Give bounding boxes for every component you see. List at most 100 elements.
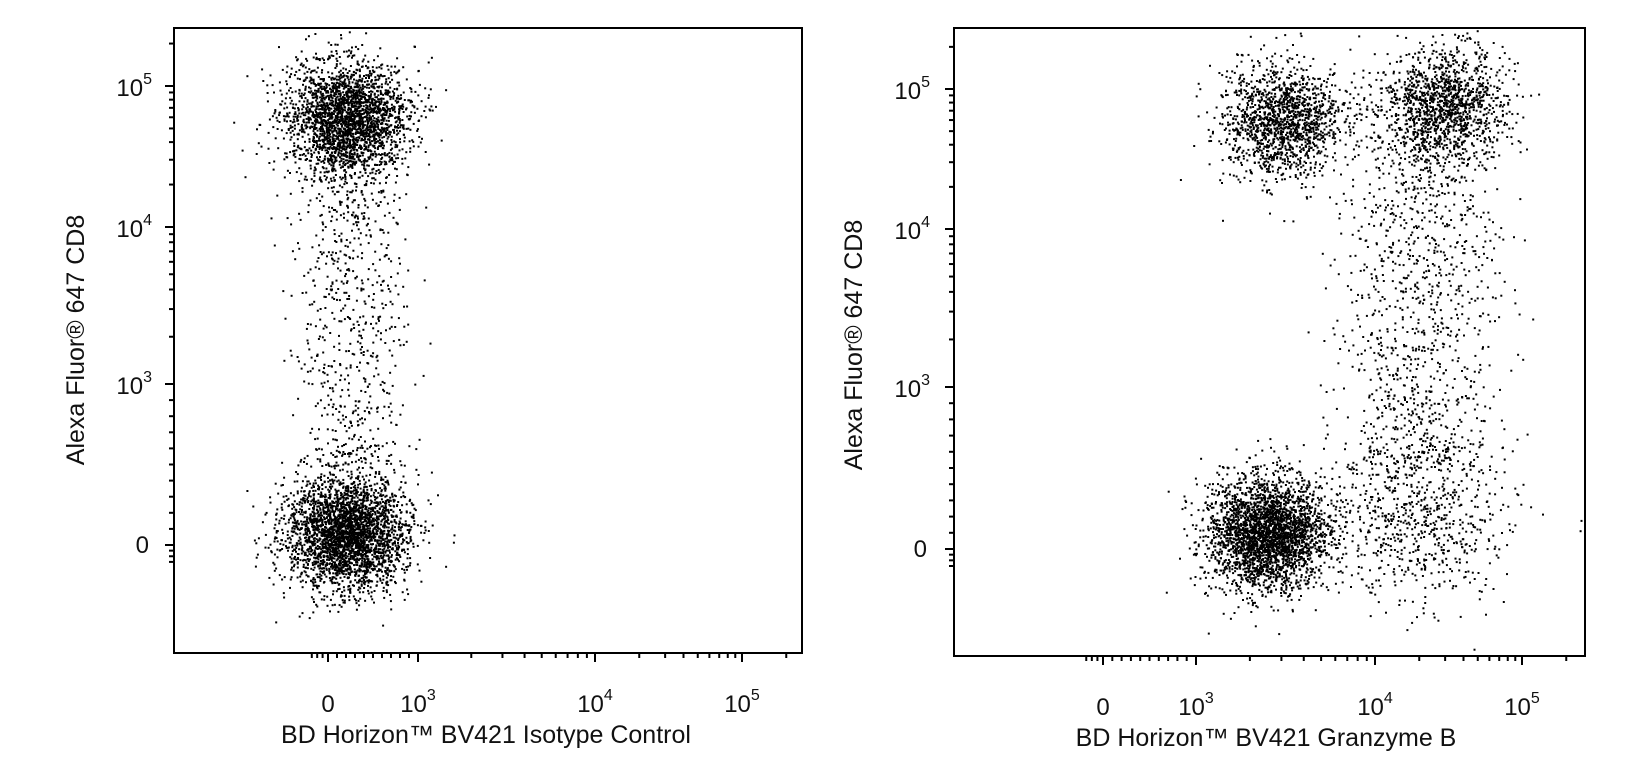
scatter-point	[367, 146, 370, 149]
scatter-point	[325, 91, 328, 94]
scatter-point	[385, 78, 388, 81]
scatter-point	[307, 152, 310, 155]
scatter-point	[374, 513, 377, 516]
scatter-point	[373, 138, 376, 141]
scatter-point	[359, 587, 362, 590]
scatter-point	[339, 156, 341, 159]
scatter-point	[333, 465, 336, 468]
scatter-point	[358, 127, 360, 130]
scatter-point	[316, 541, 319, 543]
scatter-point	[347, 133, 350, 136]
scatter-point	[351, 157, 354, 160]
scatter-point	[333, 179, 336, 182]
scatter-point	[342, 127, 345, 130]
scatter-point	[346, 555, 349, 558]
scatter-point	[345, 497, 348, 500]
scatter-point	[309, 268, 312, 271]
scatter-point	[290, 553, 293, 556]
scatter-point	[293, 133, 296, 136]
scatter-point	[328, 162, 331, 165]
scatter-point	[351, 124, 354, 127]
scatter-point	[338, 104, 341, 107]
scatter-point	[367, 112, 370, 115]
scatter-point	[358, 68, 361, 71]
scatter-point	[413, 105, 416, 108]
scatter-point	[294, 161, 297, 164]
scatter-point	[336, 85, 339, 88]
scatter-point	[308, 138, 311, 141]
scatter-point	[316, 135, 319, 138]
scatter-point	[324, 178, 327, 181]
scatter-point	[375, 110, 378, 113]
scatter-point	[383, 596, 386, 599]
scatter-point	[298, 88, 301, 91]
scatter-point	[278, 111, 281, 114]
scatter-point	[384, 512, 387, 515]
scatter-point	[356, 581, 358, 584]
scatter-point	[302, 83, 304, 86]
scatter-point	[348, 526, 351, 529]
scatter-point	[359, 342, 362, 345]
scatter-point	[359, 316, 362, 319]
scatter-point	[387, 288, 390, 290]
scatter-point	[391, 158, 394, 161]
scatter-point	[382, 578, 385, 581]
scatter-point	[307, 35, 310, 38]
scatter-point	[362, 133, 365, 136]
scatter-point	[309, 519, 312, 522]
scatter-point	[318, 567, 321, 570]
scatter-point	[289, 102, 292, 105]
scatter-point	[366, 148, 369, 151]
scatter-point	[401, 119, 404, 121]
scatter-point	[326, 112, 329, 115]
scatter-point	[328, 491, 331, 493]
scatter-point	[323, 175, 326, 177]
scatter-point	[402, 343, 405, 346]
scatter-point	[359, 112, 362, 115]
scatter-point	[347, 543, 350, 545]
scatter-point	[409, 128, 412, 131]
scatter-point	[320, 160, 323, 163]
scatter-point	[325, 86, 328, 89]
scatter-point	[382, 147, 385, 150]
scatter-point	[358, 369, 361, 372]
scatter-point	[325, 262, 328, 265]
scatter-point	[363, 80, 366, 83]
scatter-point	[363, 212, 366, 214]
scatter-point	[328, 76, 331, 78]
scatter-point	[356, 449, 359, 452]
scatter-point	[399, 97, 402, 100]
scatter-point	[337, 144, 340, 147]
scatter-point	[360, 352, 363, 354]
scatter-point	[358, 89, 361, 92]
scatter-point	[346, 268, 349, 271]
scatter-point	[320, 493, 323, 496]
scatter-point	[324, 104, 327, 107]
scatter-point	[337, 108, 340, 111]
scatter-point	[357, 158, 360, 161]
scatter-point	[341, 468, 344, 471]
scatter-point	[360, 389, 363, 392]
scatter-point	[393, 92, 396, 95]
scatter-point	[318, 101, 321, 104]
scatter-point	[338, 160, 341, 163]
scatter-point	[327, 71, 330, 74]
scatter-point	[316, 512, 319, 515]
scatter-point	[388, 112, 391, 115]
plot-area-frame	[173, 27, 803, 654]
scatter-point	[350, 532, 353, 535]
scatter-point	[349, 142, 351, 145]
scatter-point	[394, 582, 397, 585]
scatter-point	[348, 426, 351, 429]
scatter-point	[346, 141, 349, 144]
scatter-point	[318, 267, 321, 270]
scatter-point	[367, 295, 370, 298]
scatter-point	[337, 190, 340, 193]
scatter-point	[280, 103, 283, 106]
scatter-point	[324, 533, 327, 536]
scatter-point	[365, 224, 368, 227]
scatter-point	[381, 113, 384, 116]
scatter-point	[414, 509, 417, 512]
scatter-point	[343, 141, 346, 144]
scatter-point	[333, 557, 336, 560]
